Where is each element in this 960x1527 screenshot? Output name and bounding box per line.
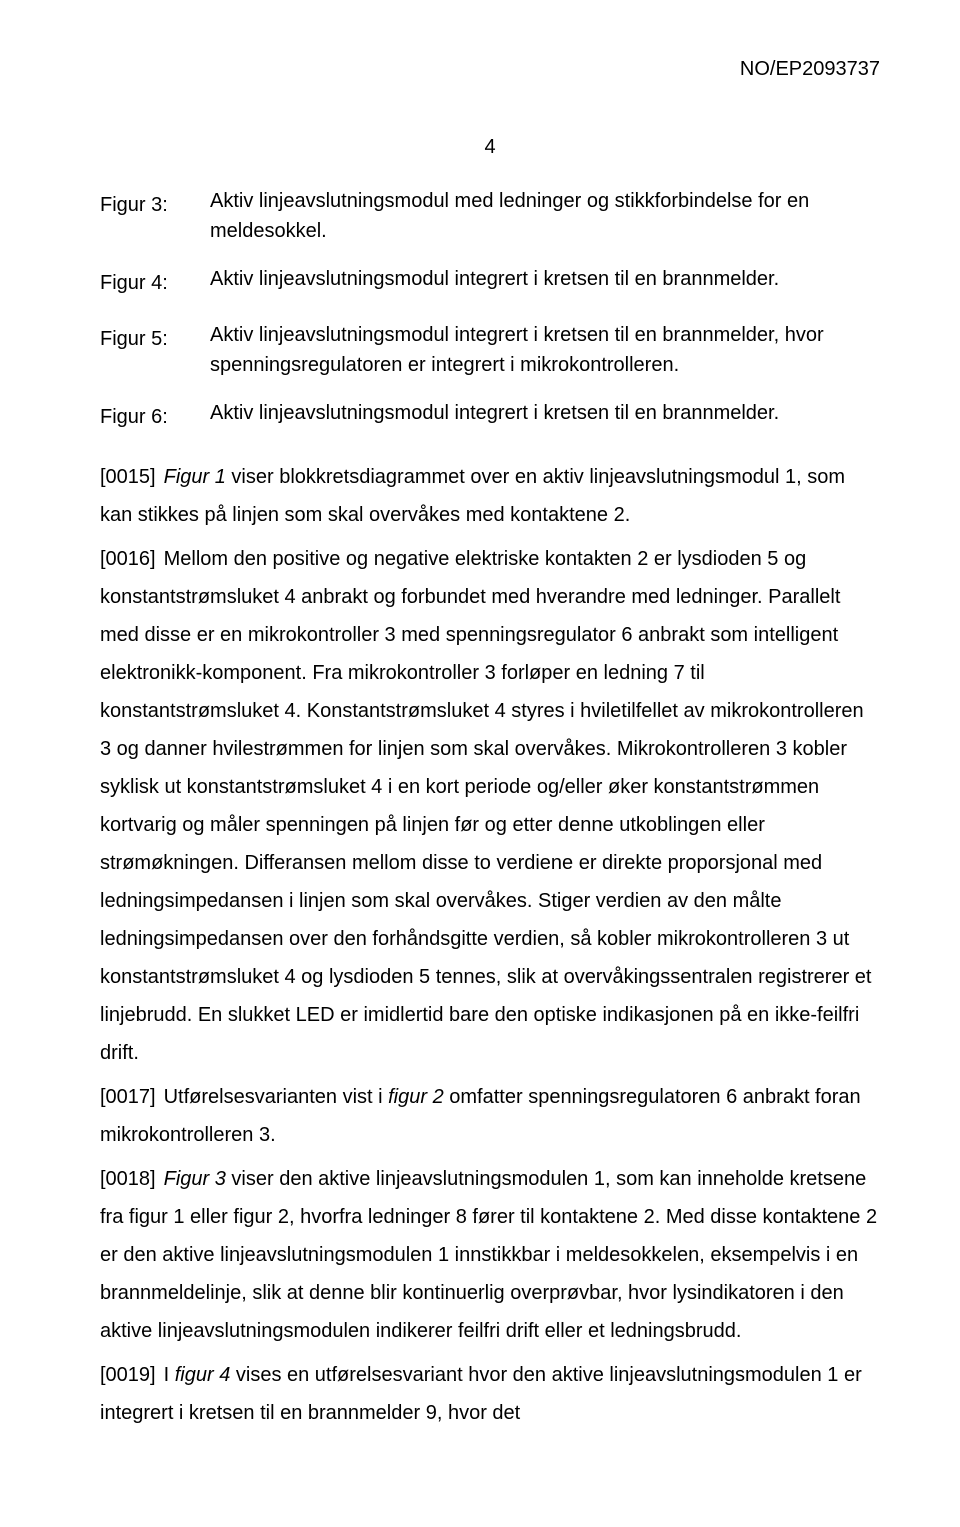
figure-list: Figur 3: Aktiv linjeavslutningsmodul med…: [100, 186, 880, 436]
figure-description: Aktiv linjeavslutningsmodul integrert i …: [210, 398, 880, 428]
figure-label: Figur 5:: [100, 320, 210, 358]
figure-label: Figur 4:: [100, 264, 210, 302]
figure-label: Figur 3:: [100, 186, 210, 224]
paragraph-0016: [0016]Mellom den positive og negative el…: [100, 540, 880, 1072]
document-id: NO/EP2093737: [100, 50, 880, 88]
figure-row: Figur 6: Aktiv linjeavslutningsmodul int…: [100, 398, 880, 436]
paragraph-0019: [0019]I figur 4 vises en utførelsesvaria…: [100, 1356, 880, 1432]
paragraph-tag: [0017]: [100, 1086, 156, 1108]
figure-description: Aktiv linjeavslutningsmodul integrert i …: [210, 264, 880, 294]
paragraph-text: Mellom den positive og negative elektris…: [100, 548, 871, 1064]
body-text: [0015]Figur 1 viser blokkretsdiagrammet …: [100, 458, 880, 1432]
figure-row: Figur 4: Aktiv linjeavslutningsmodul int…: [100, 264, 880, 302]
paragraph-tag: [0016]: [100, 548, 156, 570]
paragraph-text-pre: I: [164, 1364, 175, 1386]
paragraph-italic: figur 2: [388, 1086, 444, 1108]
figure-label: Figur 6:: [100, 398, 210, 436]
paragraph-0017: [0017] Utførelsesvarianten vist i figur 2…: [100, 1078, 880, 1154]
paragraph-tag: [0018]: [100, 1168, 156, 1190]
figure-description: Aktiv linjeavslutningsmodul integrert i …: [210, 320, 880, 380]
paragraph-italic: Figur 3: [164, 1168, 226, 1190]
paragraph-text-pre: Utførelsesvarianten vist i: [164, 1086, 389, 1108]
paragraph-italic: figur 4: [175, 1364, 231, 1386]
paragraph-0015: [0015]Figur 1 viser blokkretsdiagrammet …: [100, 458, 880, 534]
paragraph-italic: Figur 1: [164, 466, 226, 488]
page-number: 4: [100, 128, 880, 166]
paragraph-tag: [0019]: [100, 1364, 156, 1386]
figure-row: Figur 3: Aktiv linjeavslutningsmodul med…: [100, 186, 880, 246]
paragraph-text-post: viser den aktive linjeavslutningsmodulen…: [100, 1168, 877, 1342]
paragraph-tag: [0015]: [100, 466, 156, 488]
figure-description: Aktiv linjeavslutningsmodul med ledninge…: [210, 186, 880, 246]
paragraph-0018: [0018] Figur 3 viser den aktive linjeavsl…: [100, 1160, 880, 1350]
figure-row: Figur 5: Aktiv linjeavslutningsmodul int…: [100, 320, 880, 380]
